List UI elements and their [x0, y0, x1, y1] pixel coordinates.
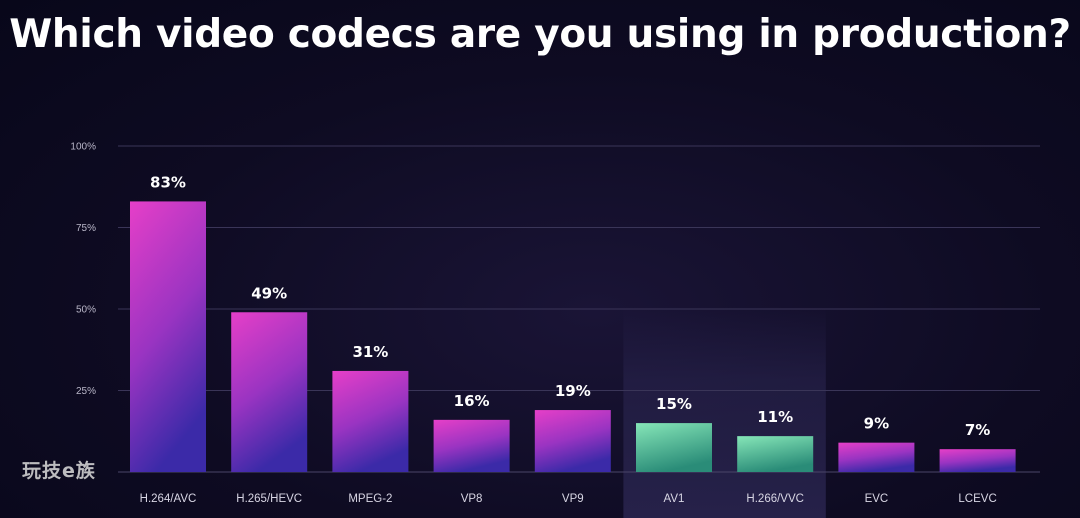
bar-evc [838, 442, 915, 472]
data-label: 15% [656, 395, 692, 413]
bar-h-265-hevc [231, 312, 308, 472]
bar-av1 [636, 423, 712, 472]
data-label: 19% [555, 382, 591, 400]
y-tick-label: 25% [76, 386, 96, 397]
bar-vp8 [433, 419, 510, 472]
bar-vp9 [534, 410, 611, 472]
bar-lcevc [939, 449, 1016, 472]
data-label: 49% [251, 284, 287, 302]
bar-mpeg-2 [332, 370, 409, 472]
x-tick-label: MPEG-2 [348, 493, 392, 505]
y-tick-label: 75% [76, 223, 96, 234]
x-tick-label: AV1 [664, 493, 685, 505]
chart-title: Which video codecs are you using in prod… [9, 12, 1071, 57]
x-tick-label: VP8 [461, 493, 483, 505]
y-tick-label: 100% [70, 142, 96, 153]
x-tick-label: LCEVC [958, 493, 996, 505]
x-tick-label: H.265/HEVC [236, 493, 302, 505]
watermark-logo: 玩技e族 [22, 460, 96, 482]
x-tick-label: H.264/AVC [140, 493, 197, 505]
data-label: 31% [352, 343, 388, 361]
x-tick-label: H.266/VVC [746, 493, 804, 505]
data-label: 11% [757, 408, 793, 426]
x-tick-label: VP9 [562, 493, 584, 505]
data-label: 16% [454, 392, 490, 410]
data-label: 9% [864, 415, 889, 433]
x-tick-label: EVC [865, 493, 889, 505]
data-label: 83% [150, 173, 186, 191]
bar-h-266-vvc [737, 436, 814, 472]
bar-h-264-avc [130, 201, 206, 473]
data-label: 7% [965, 421, 990, 439]
y-tick-label: 50% [76, 305, 96, 316]
highlight-band [623, 306, 826, 518]
